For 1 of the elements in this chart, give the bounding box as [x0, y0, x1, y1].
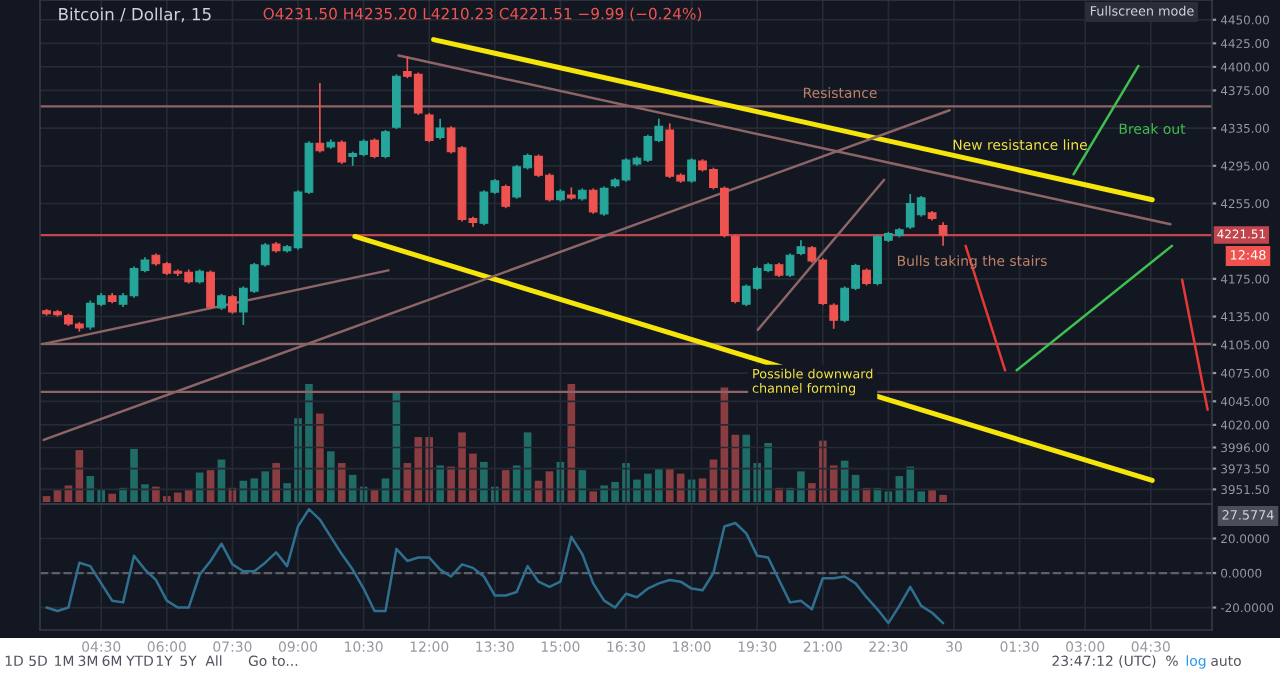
chart-title: Bitcoin / Dollar, 15 [59, 7, 211, 23]
